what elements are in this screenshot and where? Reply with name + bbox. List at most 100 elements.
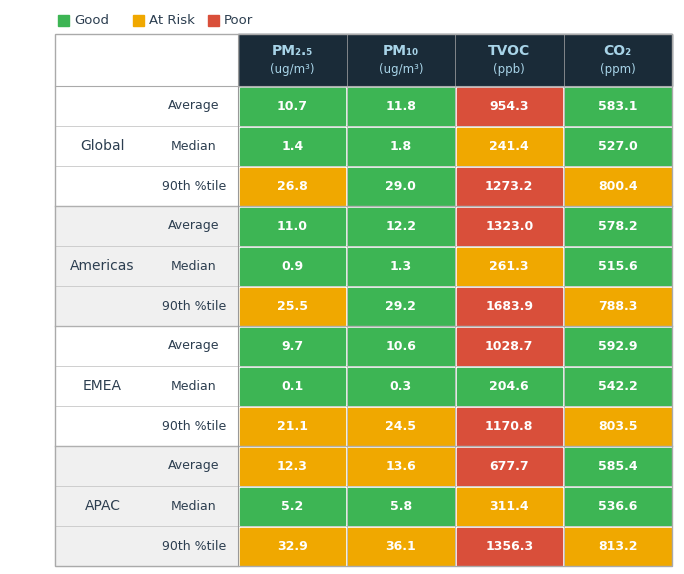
Text: 954.3: 954.3	[490, 99, 529, 113]
Text: 10.7: 10.7	[277, 99, 308, 113]
Text: 1170.8: 1170.8	[485, 420, 534, 432]
Bar	[239, 207, 345, 245]
Text: 204.6: 204.6	[490, 379, 529, 393]
Bar	[456, 168, 562, 204]
Bar	[348, 207, 453, 245]
Text: Average: Average	[168, 99, 220, 113]
Bar	[348, 408, 453, 444]
Text: 11.0: 11.0	[277, 219, 308, 232]
Bar	[348, 87, 453, 125]
Bar	[565, 247, 670, 285]
Bar	[565, 367, 670, 405]
Bar	[565, 87, 670, 125]
Bar	[55, 326, 238, 446]
Text: 0.1: 0.1	[281, 379, 304, 393]
Text: 261.3: 261.3	[490, 259, 529, 273]
Text: 788.3: 788.3	[598, 300, 637, 312]
Bar	[565, 448, 670, 484]
Bar	[456, 207, 562, 245]
Text: 90th %tile: 90th %tile	[162, 420, 226, 432]
Text: 800.4: 800.4	[598, 180, 637, 192]
Bar	[239, 288, 345, 324]
Text: 803.5: 803.5	[598, 420, 637, 432]
Text: 677.7: 677.7	[490, 460, 529, 472]
Text: 311.4: 311.4	[490, 499, 529, 513]
Text: 1.8: 1.8	[390, 139, 412, 153]
Bar	[348, 288, 453, 324]
Text: 5.2: 5.2	[281, 499, 304, 513]
Text: 26.8: 26.8	[277, 180, 308, 192]
Text: 0.3: 0.3	[390, 379, 412, 393]
Text: 241.4: 241.4	[489, 139, 529, 153]
Bar	[208, 15, 219, 26]
Text: 29.0: 29.0	[385, 180, 416, 192]
Text: 36.1: 36.1	[385, 540, 416, 553]
Text: (ppm): (ppm)	[600, 63, 635, 76]
Bar	[133, 15, 144, 26]
Text: Poor: Poor	[224, 14, 253, 26]
Text: (ppb): (ppb)	[493, 63, 525, 76]
Bar	[565, 528, 670, 564]
Text: 0.9: 0.9	[281, 259, 303, 273]
Bar	[348, 168, 453, 204]
Bar	[239, 87, 345, 125]
Text: 578.2: 578.2	[598, 219, 637, 232]
Bar	[55, 86, 238, 206]
Bar	[348, 328, 453, 364]
Bar	[238, 34, 672, 86]
Bar	[348, 367, 453, 405]
Text: 21.1: 21.1	[277, 420, 308, 432]
Text: 813.2: 813.2	[598, 540, 637, 553]
Text: Good: Good	[74, 14, 109, 26]
Text: Average: Average	[168, 460, 220, 472]
Bar	[58, 15, 69, 26]
Text: 515.6: 515.6	[598, 259, 637, 273]
Text: 13.6: 13.6	[385, 460, 416, 472]
Bar	[239, 247, 345, 285]
Text: 9.7: 9.7	[281, 339, 303, 352]
Bar	[456, 528, 562, 564]
Bar	[456, 87, 562, 125]
Text: CO₂: CO₂	[604, 44, 632, 58]
Text: PM₂.₅: PM₂.₅	[272, 44, 313, 58]
Text: Global: Global	[80, 139, 124, 153]
Text: 585.4: 585.4	[598, 460, 637, 472]
Text: Median: Median	[171, 499, 217, 513]
Bar	[565, 207, 670, 245]
Text: 1323.0: 1323.0	[485, 219, 534, 232]
Text: Americas: Americas	[70, 259, 135, 273]
Text: 90th %tile: 90th %tile	[162, 180, 226, 192]
Bar	[239, 487, 345, 525]
Text: 1.4: 1.4	[281, 139, 304, 153]
Text: At Risk: At Risk	[149, 14, 195, 26]
Bar	[239, 168, 345, 204]
Text: Median: Median	[171, 259, 217, 273]
Bar	[565, 127, 670, 165]
Bar	[456, 408, 562, 444]
Bar	[239, 448, 345, 484]
Bar	[239, 127, 345, 165]
Bar	[565, 408, 670, 444]
Text: 29.2: 29.2	[385, 300, 416, 312]
Text: 527.0: 527.0	[598, 139, 637, 153]
Text: PM₁₀: PM₁₀	[382, 44, 419, 58]
Text: (ug/m³): (ug/m³)	[270, 63, 315, 76]
Bar	[348, 247, 453, 285]
Bar	[239, 367, 345, 405]
Bar	[348, 127, 453, 165]
Text: 12.2: 12.2	[385, 219, 417, 232]
Bar	[456, 247, 562, 285]
Text: 11.8: 11.8	[385, 99, 416, 113]
Text: Median: Median	[171, 379, 217, 393]
Bar	[565, 487, 670, 525]
Text: Average: Average	[168, 339, 220, 352]
Text: Average: Average	[168, 219, 220, 232]
Bar	[456, 367, 562, 405]
Text: 5.8: 5.8	[390, 499, 412, 513]
Bar	[55, 34, 238, 86]
Bar	[565, 168, 670, 204]
Text: 1028.7: 1028.7	[485, 339, 534, 352]
Text: APAC: APAC	[85, 499, 120, 513]
Text: (ug/m³): (ug/m³)	[378, 63, 423, 76]
Bar	[55, 206, 238, 326]
